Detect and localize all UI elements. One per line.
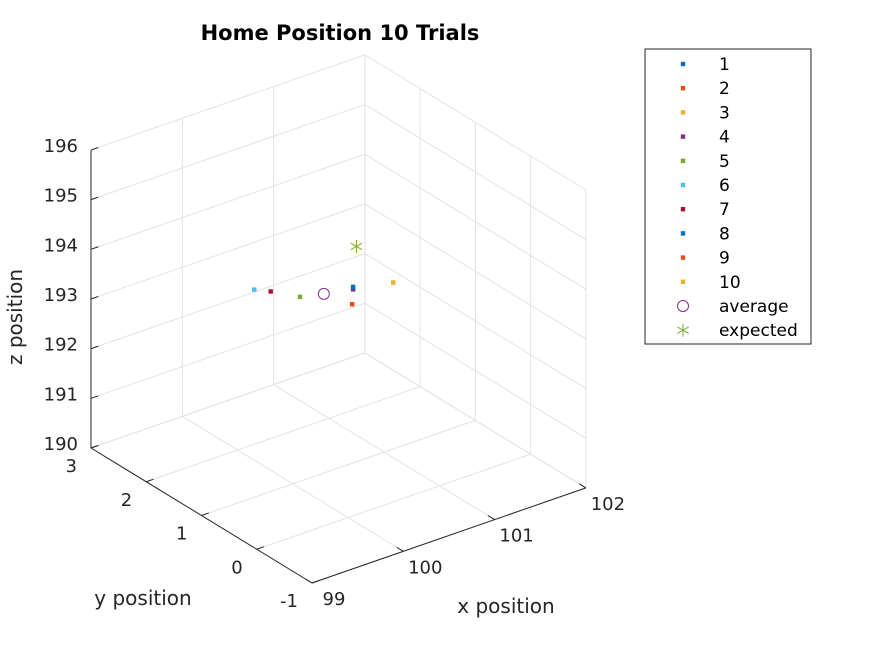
legend-label-2: 2 xyxy=(719,79,730,99)
x-axis-line xyxy=(311,487,587,584)
grid-line xyxy=(364,104,587,240)
data-point-average xyxy=(317,287,330,300)
legend-marker-5 xyxy=(680,158,686,163)
z-tick-mark xyxy=(90,345,99,350)
x-tick-label: 102 xyxy=(591,494,625,515)
legend-marker-expected-stroke xyxy=(677,326,689,334)
legend: 1 2 3 4 5 6 7 8 9 10 average expected xyxy=(644,48,812,345)
z-tick-mark xyxy=(90,295,99,300)
axes xyxy=(90,146,587,584)
x-axis-label: x position xyxy=(457,594,554,618)
legend-marker-4 xyxy=(680,134,686,139)
data-point-7 xyxy=(268,289,273,294)
y-tick-label: 2 xyxy=(121,490,132,511)
grid-line xyxy=(146,386,421,483)
grid-line xyxy=(364,352,587,489)
grid-line xyxy=(90,153,366,250)
data-points xyxy=(252,239,396,307)
grid-line xyxy=(364,54,587,191)
x-tick-mark xyxy=(579,483,587,489)
grid-line xyxy=(364,253,587,389)
z-tick-label: 193 xyxy=(44,285,78,306)
legend-marker-9 xyxy=(680,255,686,260)
z-tick-mark xyxy=(90,444,99,449)
y-tick-mark xyxy=(146,478,154,483)
legend-label-6: 6 xyxy=(719,176,730,196)
legend-marker-3 xyxy=(680,110,686,115)
data-point-expected xyxy=(350,239,363,253)
data-point-9 xyxy=(349,302,355,307)
legend-label-4: 4 xyxy=(719,128,730,148)
grid-line xyxy=(256,453,531,550)
z-tick-mark xyxy=(90,246,99,250)
y-tick-mark xyxy=(311,579,320,584)
legend-marker-expected xyxy=(677,323,689,337)
x-tick-mark xyxy=(396,546,404,552)
grid-line xyxy=(201,419,476,516)
y-tick-mark xyxy=(201,512,209,516)
x-tick-label: 101 xyxy=(499,526,533,547)
legend-marker-2 xyxy=(680,86,686,91)
z-tick-label: 191 xyxy=(44,384,78,405)
legend-label-3: 3 xyxy=(719,103,730,123)
legend-label-average: average xyxy=(719,297,789,317)
z-tick-label: 195 xyxy=(44,186,78,207)
legend-marker-7 xyxy=(680,207,686,212)
grid-lines xyxy=(90,54,587,584)
z-tick-mark xyxy=(90,196,99,201)
data-point-8 xyxy=(350,284,356,290)
legend-marker-6 xyxy=(680,182,686,188)
data-point-expected-stroke xyxy=(350,242,363,251)
y-tick-mark xyxy=(256,546,265,550)
grid-line xyxy=(90,302,366,399)
y-tick-label: 1 xyxy=(176,524,187,545)
z-tick-label: 190 xyxy=(44,434,78,455)
x-tick-label: 99 xyxy=(323,589,346,610)
legend-label-9: 9 xyxy=(719,249,730,269)
legend-label-10: 10 xyxy=(719,273,741,293)
y-tick-label: 3 xyxy=(66,456,77,477)
legend-marker-10 xyxy=(680,279,686,284)
grid-line xyxy=(90,104,366,201)
data-point-10 xyxy=(391,280,396,285)
grid-line xyxy=(90,352,366,449)
grid-line xyxy=(364,203,587,340)
grid-line xyxy=(90,203,366,300)
grid-line xyxy=(364,153,587,290)
z-tick-mark xyxy=(90,146,99,151)
y-tick-label: 0 xyxy=(231,557,242,578)
x-tick-label: 100 xyxy=(408,557,442,578)
legend-marker-1 xyxy=(680,61,686,67)
chart-title: Home Position 10 Trials xyxy=(201,21,480,45)
x-tick-mark xyxy=(305,578,313,584)
z-tick-label: 194 xyxy=(44,235,78,256)
z-tick-mark xyxy=(90,395,99,399)
legend-label-5: 5 xyxy=(719,152,730,172)
z-tick-label: 192 xyxy=(44,335,78,356)
legend-label-1: 1 xyxy=(719,55,730,75)
grid-line xyxy=(364,302,587,439)
x-tick-mark xyxy=(487,515,495,521)
legend-marker-average xyxy=(677,300,689,312)
z-tick-label: 196 xyxy=(44,136,78,157)
grid-line xyxy=(90,54,366,151)
z-axis-label: z position xyxy=(3,269,27,365)
legend-label-8: 8 xyxy=(719,224,730,244)
y-axis-label: y position xyxy=(94,586,191,610)
legend-label-expected: expected xyxy=(719,321,798,341)
grid-line xyxy=(90,253,366,350)
legend-label-7: 7 xyxy=(719,200,730,220)
y-tick-label: -1 xyxy=(280,591,298,612)
legend-box xyxy=(644,48,812,345)
data-point-6 xyxy=(252,287,257,292)
legend-marker-8 xyxy=(680,231,686,236)
data-point-4 xyxy=(350,287,356,292)
data-point-5 xyxy=(297,294,303,300)
